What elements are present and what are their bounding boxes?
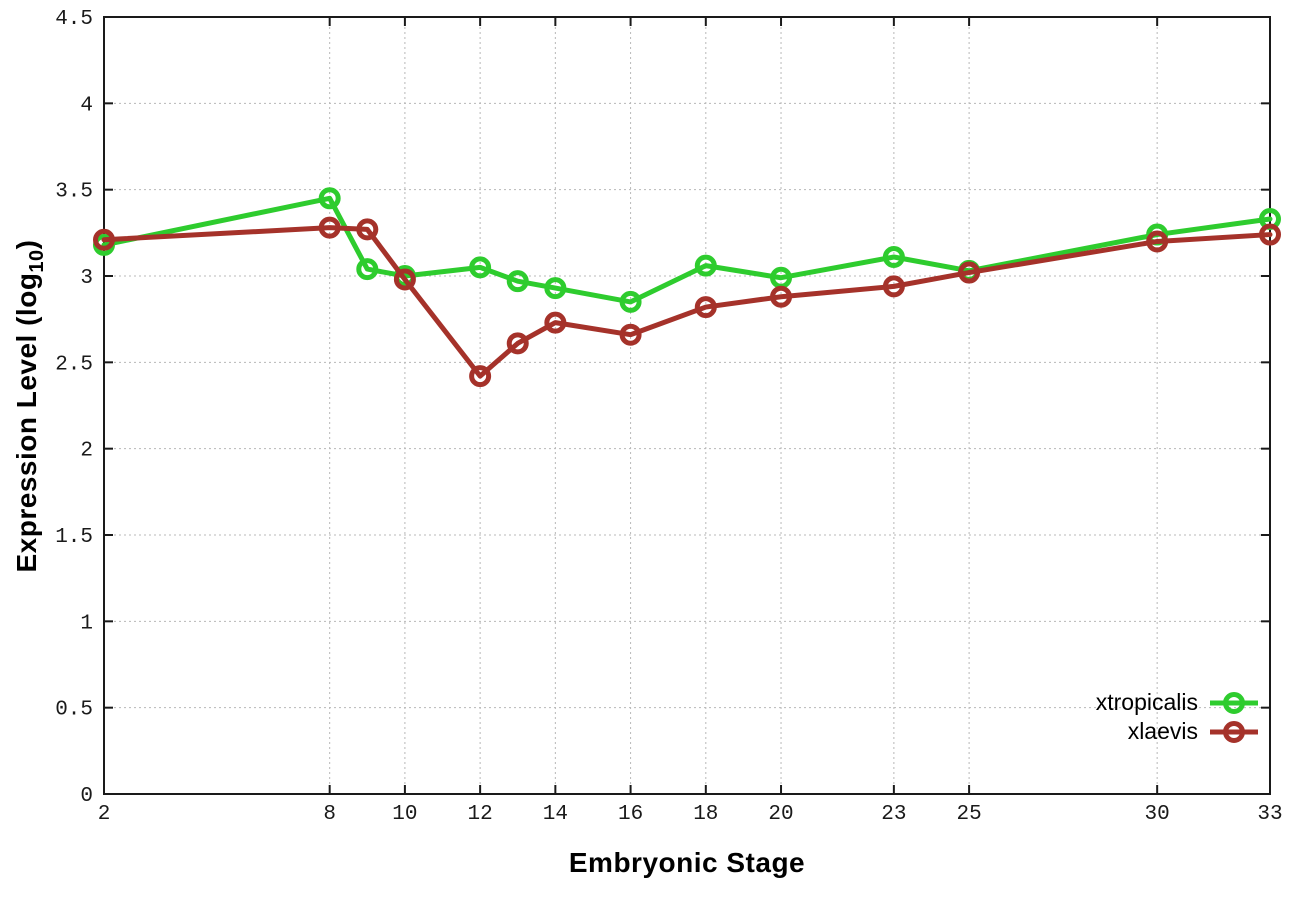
y-tick-label: 2.5	[55, 353, 93, 376]
y-tick-label: 1	[80, 612, 93, 635]
data-point-marker	[882, 246, 905, 269]
series-line	[101, 225, 1273, 379]
y-tick-label: 2	[80, 440, 93, 463]
y-tick-label: 4.5	[55, 8, 93, 31]
legend-label-xtropicalis: xtropicalis	[1095, 689, 1198, 715]
data-point-marker	[770, 285, 793, 308]
data-point-marker	[318, 187, 341, 210]
legend-item-xtropicalis: xtropicalis	[1096, 688, 1260, 717]
x-axis-title: Embryonic Stage	[568, 847, 806, 878]
x-tick-label: 12	[468, 803, 493, 826]
y-tick-label: 1.5	[55, 526, 93, 549]
data-point-marker	[393, 268, 416, 291]
legend: xtropicalis xlaevis	[1096, 688, 1260, 746]
data-point-marker	[882, 275, 905, 298]
x-tick-label: 30	[1145, 803, 1170, 826]
data-point-marker	[694, 254, 717, 277]
x-tick-label: 14	[543, 803, 568, 826]
x-tick-label: 25	[956, 803, 981, 826]
x-tick-label: 8	[323, 803, 336, 826]
legend-item-xlaevis: xlaevis	[1096, 717, 1260, 746]
legend-line-point-marker-icon	[1210, 720, 1258, 743]
data-point-marker	[619, 323, 642, 346]
y-axis-title-close: )	[11, 239, 43, 250]
x-tick-labels: 2 8 10 12 14 16 18 20 23 25 30 33	[98, 803, 1283, 826]
data-point-marker	[1146, 230, 1169, 253]
legend-label-xlaevis: xlaevis	[1127, 718, 1198, 744]
x-tick-label: 2	[98, 803, 111, 826]
x-tick-label: 33	[1257, 803, 1282, 826]
y-tick-label: 3	[80, 267, 93, 290]
plot-border	[103, 16, 1271, 795]
y-axis-title-main: Expression Level (log	[11, 272, 43, 573]
series-xlaevis	[93, 216, 1281, 388]
x-tick-label: 10	[392, 803, 417, 826]
y-tick-label: 0	[80, 785, 93, 808]
data-point-marker	[958, 261, 981, 284]
data-point-marker	[694, 296, 717, 319]
x-tick-label: 16	[618, 803, 643, 826]
y-tick-label: 4	[80, 94, 93, 117]
data-point-marker	[544, 277, 567, 300]
data-point-marker	[506, 270, 529, 293]
gridlines	[104, 17, 1270, 794]
data-point-marker	[544, 311, 567, 334]
y-axis-title: Expression Level (log10)	[11, 240, 49, 573]
data-point-marker	[469, 256, 492, 279]
data-point-marker	[1259, 223, 1281, 246]
x-tick-label: 23	[881, 803, 906, 826]
x-tick-label: 18	[693, 803, 718, 826]
y-tick-label: 3.5	[55, 181, 93, 204]
data-point-marker	[93, 228, 115, 251]
data-point-marker	[356, 218, 379, 241]
y-axis-title-subscript: 10	[25, 249, 48, 273]
data-point-marker	[506, 332, 529, 355]
data-point-marker	[356, 258, 379, 281]
data-point-marker	[469, 365, 492, 388]
legend-line-point-marker-icon	[1210, 691, 1258, 714]
y-tick-labels: 0 0.5 1 1.5 2 2.5 3 3.5 4 4.5	[55, 8, 93, 808]
data-point-marker	[619, 290, 642, 313]
tick-marks	[103, 16, 1271, 795]
data-point-marker	[318, 216, 341, 239]
x-tick-label: 20	[768, 803, 793, 826]
y-tick-label: 0.5	[55, 699, 93, 722]
